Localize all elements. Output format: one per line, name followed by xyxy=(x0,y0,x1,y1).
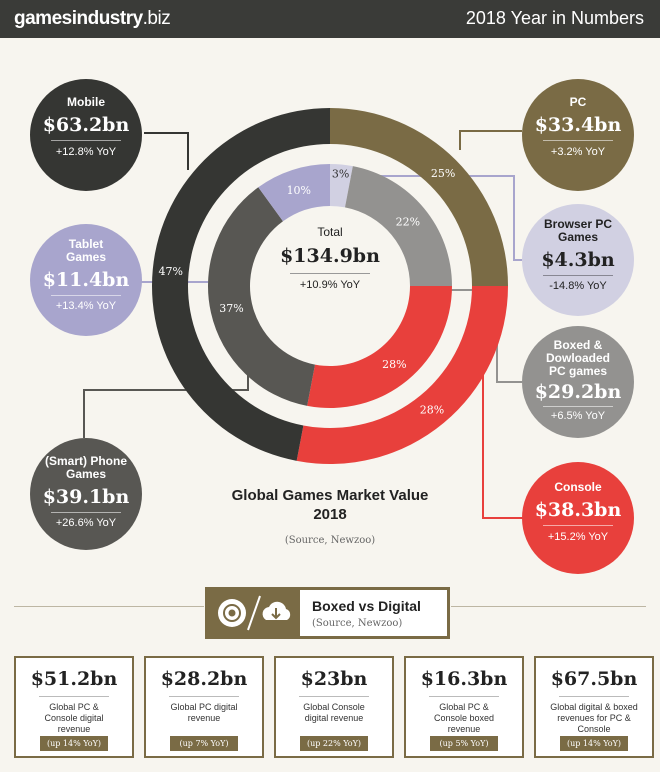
revenue-card: $16.3bn Global PC & Console boxed revenu… xyxy=(404,656,524,758)
phone-value: $39.1bn xyxy=(42,486,130,508)
tablet-yoy: +13.4% YoY xyxy=(55,300,117,312)
connector-mobile xyxy=(144,132,189,170)
mobile-bubble: Mobile $63.2bn +12.8% YoY xyxy=(30,79,142,191)
total-label: Total xyxy=(317,225,343,239)
inner-slice-boxed-dowloaded-pc-games xyxy=(344,166,452,286)
card-badge: (up 7% YoY) xyxy=(170,736,238,751)
outer-pct-label-console: 28% xyxy=(420,403,444,416)
pc-yoy: +3.2% YoY xyxy=(550,146,606,158)
card-desc: Global PC & Console digital revenue xyxy=(44,702,104,734)
boxed-bubble: Boxed & Dowloaded PC games $29.2bn +6.5%… xyxy=(522,326,634,438)
pc-bubble: PC $33.4bn +3.2% YoY xyxy=(522,79,634,191)
tablet-bubble: Tablet Games $11.4bn +13.4% YoY xyxy=(30,224,142,336)
total-yoy: +10.9% YoY xyxy=(299,279,361,291)
revenue-card: $23bn Global Console digital revenue (up… xyxy=(274,656,394,758)
site-logo[interactable]: gamesindustry.biz xyxy=(14,8,171,29)
cloud-download-icon xyxy=(262,601,291,620)
card-badge: (up 5% YoY) xyxy=(430,736,498,751)
mobile-yoy: +12.8% YoY xyxy=(55,146,117,158)
card-desc: Global digital & boxed revenues for PC &… xyxy=(550,702,638,734)
card-value: $28.2bn xyxy=(160,668,248,690)
total-value: $134.9bn xyxy=(280,245,380,267)
tablet-label: Tablet Games xyxy=(65,237,107,264)
revenue-card: $51.2bn Global PC & Console digital reve… xyxy=(14,656,134,758)
inner-pct-label-smart-phone-games: 37% xyxy=(219,302,243,315)
browser-yoy: -14.8% YoY xyxy=(549,280,607,292)
slash-divider xyxy=(247,595,261,631)
chart-title: Global Games Market Value 2018 xyxy=(231,487,429,523)
browser-value: $4.3bn xyxy=(541,249,615,271)
outer-pct-label-mobile: 47% xyxy=(158,265,182,278)
card-badge: (up 14% YoY) xyxy=(40,736,108,751)
inner-slice-smart-phone-games xyxy=(208,187,316,406)
page-title: 2018 Year in Numbers xyxy=(465,8,644,28)
pc-value: $33.4bn xyxy=(534,114,622,136)
market-donut-chart: 25% 28% 47% 3% 22% 28% 37% 10% xyxy=(83,108,525,519)
outer-slice-pc xyxy=(330,108,508,286)
disc-icon xyxy=(218,599,246,627)
card-desc: Global PC & Console boxed revenue xyxy=(433,702,495,734)
divider-right xyxy=(451,606,646,607)
console-yoy: +15.2% YoY xyxy=(547,531,609,543)
inner-pct-label-boxed-dowloaded-pc-games: 22% xyxy=(396,216,420,229)
card-value: $51.2bn xyxy=(30,668,118,690)
card-badge: (up 22% YoY) xyxy=(300,736,368,751)
phone-bubble: (Smart) Phone Games $39.1bn +26.6% YoY xyxy=(30,438,142,550)
pc-label: PC xyxy=(569,95,587,109)
bvd-title: Boxed vs Digital xyxy=(312,598,421,614)
boxed-value: $29.2bn xyxy=(534,381,622,403)
boxed-label: Boxed & Dowloaded PC games xyxy=(545,338,610,378)
console-label: Console xyxy=(554,480,602,494)
mobile-label: Mobile xyxy=(67,95,105,109)
card-badge: (up 14% YoY) xyxy=(560,736,628,751)
mobile-value: $63.2bn xyxy=(42,114,130,136)
chart-source: (Source, Newzoo) xyxy=(284,535,376,546)
card-value: $16.3bn xyxy=(420,668,508,690)
browser-label: Browser PC Games xyxy=(543,217,613,244)
card-desc: Global PC digital revenue xyxy=(170,702,238,723)
console-value: $38.3bn xyxy=(534,499,622,521)
inner-pct-label-browser-pc-games: 3% xyxy=(332,168,349,181)
divider-left xyxy=(14,606,204,607)
bvd-source: (Source, Newzoo) xyxy=(312,618,403,629)
inner-pct-label-console: 28% xyxy=(382,358,406,371)
card-value: $23bn xyxy=(300,668,368,690)
connector-console xyxy=(482,330,525,519)
inner-pct-label-tablet-games: 10% xyxy=(287,184,311,197)
card-desc: Global Console digital revenue xyxy=(303,702,365,723)
total-center: Total $134.9bn +10.9% YoY xyxy=(260,225,400,291)
inner-slice-tablet-games xyxy=(258,164,330,222)
header-bar: gamesindustry.biz 2018 Year in Numbers xyxy=(0,0,660,38)
inner-slice-console xyxy=(307,286,452,409)
outer-pct-label-pc: 25% xyxy=(431,167,455,180)
connector-pc xyxy=(459,130,522,150)
phone-yoy: +26.6% YoY xyxy=(55,517,117,529)
inner-slice-browser-pc-games xyxy=(330,164,353,208)
boxed-yoy: +6.5% YoY xyxy=(550,410,606,422)
outer-slice-mobile xyxy=(152,108,330,461)
boxed-vs-digital-header: Boxed vs Digital (Source, Newzoo) xyxy=(205,587,450,639)
revenue-card: $67.5bn Global digital & boxed revenues … xyxy=(534,656,654,758)
outer-slice-console xyxy=(296,286,508,465)
tablet-value: $11.4bn xyxy=(42,269,130,291)
card-value: $67.5bn xyxy=(550,668,638,690)
revenue-card: $28.2bn Global PC digital revenue (up 7%… xyxy=(144,656,264,758)
browser-bubble: Browser PC Games $4.3bn -14.8% YoY xyxy=(522,204,634,316)
bvd-icons xyxy=(208,590,300,636)
console-bubble: Console $38.3bn +15.2% YoY xyxy=(522,462,634,574)
phone-label: (Smart) Phone Games xyxy=(44,454,127,481)
